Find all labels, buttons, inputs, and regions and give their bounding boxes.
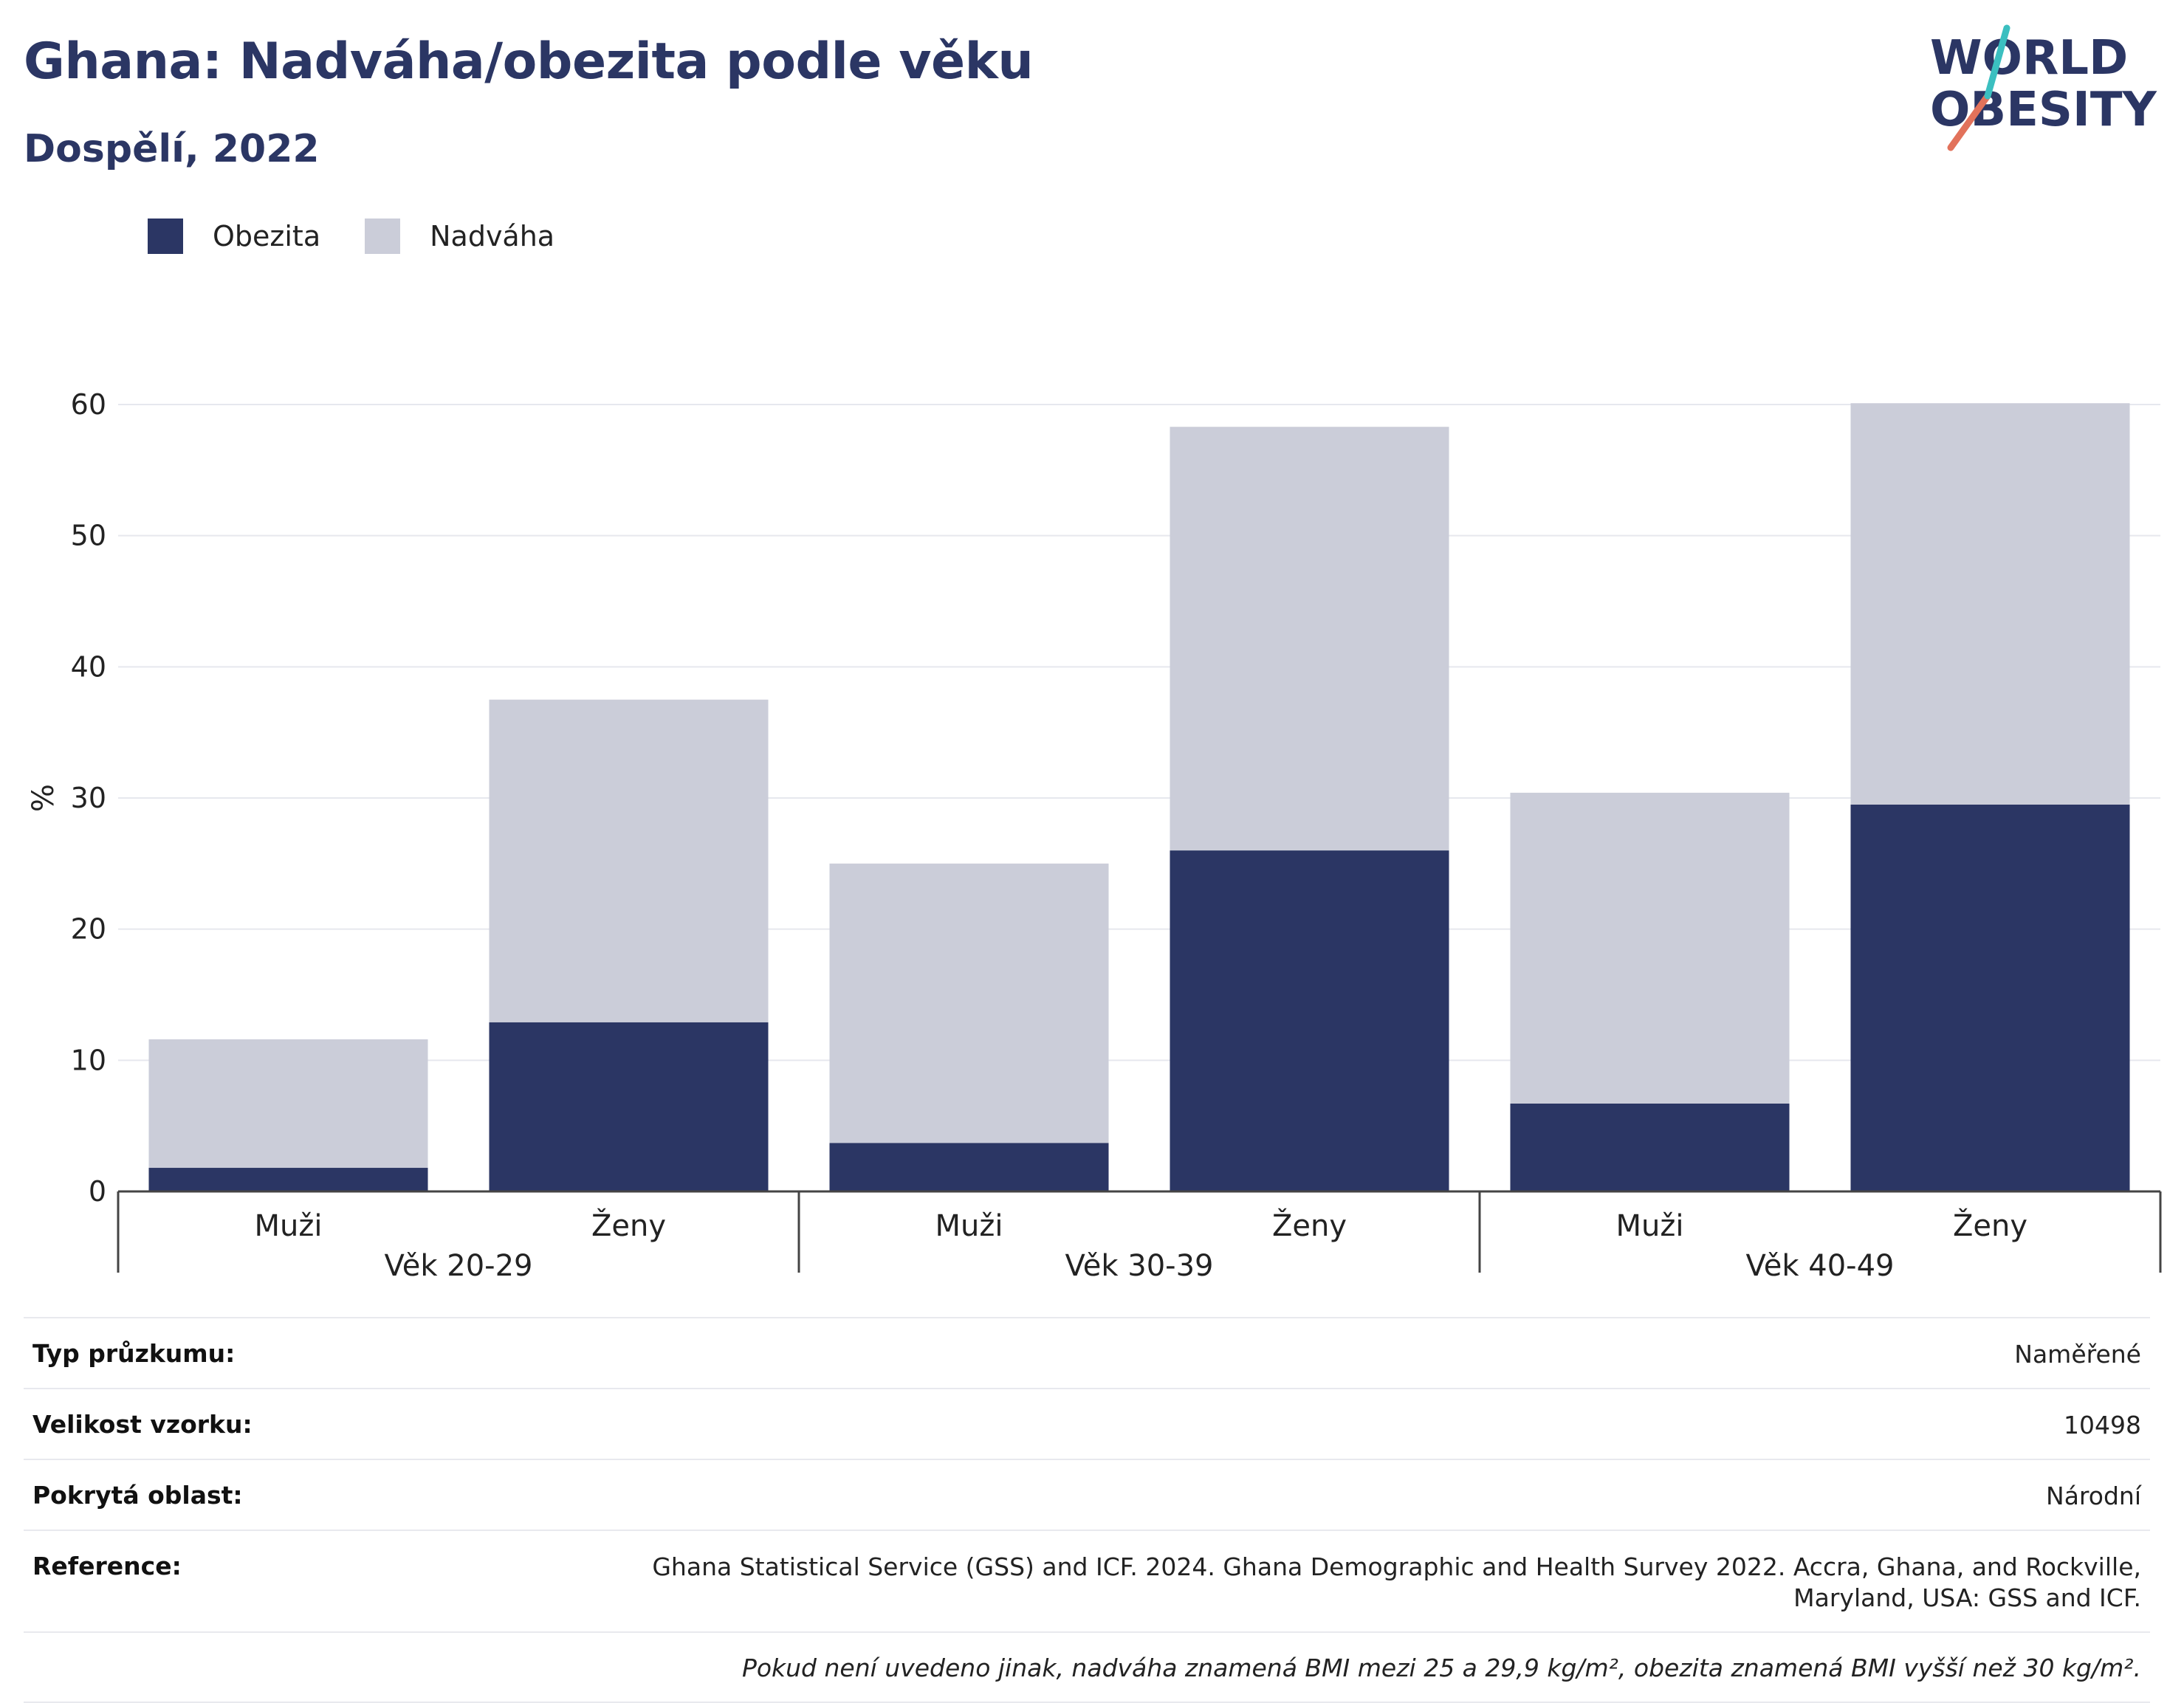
bar-nadvaha [1510, 792, 1790, 1104]
info-row-sample-size: Velikost vzorku: 10498 [24, 1388, 2150, 1459]
info-label: Reference: [32, 1552, 182, 1580]
x-group-label: Věk 30-39 [1065, 1249, 1214, 1283]
definition-note: Pokud není uvedeno jinak, nadváha znamen… [24, 1631, 2150, 1703]
bar-obezita [489, 1022, 769, 1191]
bar-nadvaha [1850, 403, 2130, 805]
info-label: Velikost vzorku: [32, 1410, 253, 1439]
info-value: 10498 [2064, 1411, 2141, 1439]
info-table: Typ průzkumu: Naměřené Velikost vzorku: … [24, 1317, 2150, 1703]
y-tick-label: 50 [71, 520, 106, 552]
x-category-label: Muži [255, 1209, 323, 1243]
bar-obezita [1850, 804, 2130, 1191]
info-value: Národní [2046, 1482, 2141, 1510]
x-category-label: Ženy [1272, 1208, 1347, 1243]
info-label: Typ průzkumu: [32, 1339, 236, 1368]
bar-obezita [148, 1168, 428, 1191]
y-tick-label: 10 [71, 1044, 106, 1076]
bar-nadvaha [489, 699, 769, 1022]
y-tick-label: 0 [89, 1175, 106, 1208]
x-group-label: Věk 20-29 [385, 1249, 533, 1283]
chart-legend: Obezita Nadváha [148, 219, 599, 254]
y-axis-label: % [27, 784, 61, 812]
page-subtitle: Dospělí, 2022 [24, 127, 320, 171]
x-category-label: Muži [935, 1209, 1003, 1243]
logo-line1: WORLD [1930, 31, 2128, 86]
logo-slash-lower [1947, 92, 1991, 151]
info-row-coverage: Pokrytá oblast: Národní [24, 1459, 2150, 1530]
info-row-survey-type: Typ průzkumu: Naměřené [24, 1317, 2150, 1388]
y-tick-label: 40 [71, 650, 106, 683]
bar-obezita [829, 1143, 1109, 1191]
bar-nadvaha [1170, 427, 1449, 851]
info-value: Naměřené [2014, 1340, 2141, 1369]
info-label: Pokrytá oblast: [32, 1481, 243, 1510]
world-obesity-logo: WORLD OBESITY [1930, 24, 2157, 151]
y-tick-label: 30 [71, 782, 106, 814]
bar-obezita [1170, 850, 1449, 1191]
legend-item-obezita[interactable]: Obezita [148, 219, 320, 254]
bar-obezita [1510, 1103, 1790, 1191]
info-row-reference: Reference: Ghana Statistical Service (GS… [24, 1530, 2150, 1631]
x-group-label: Věk 40-49 [1746, 1249, 1895, 1283]
x-category-label: Muži [1616, 1209, 1684, 1243]
legend-label-obezita: Obezita [213, 220, 321, 252]
bar-nadvaha [829, 863, 1109, 1143]
y-tick-label: 60 [71, 388, 106, 421]
y-tick-label: 20 [71, 913, 106, 946]
x-category-label: Ženy [591, 1208, 666, 1243]
legend-swatch-obezita [148, 219, 183, 254]
legend-label-nadvaha: Nadváha [430, 220, 555, 252]
page-title: Ghana: Nadváha/obezita podle věku [24, 32, 1034, 91]
legend-swatch-nadvaha [365, 219, 401, 254]
logo-slash-upper [1984, 24, 2010, 100]
bar-chart: 0 10 20 30 40 50 60% Muži Ženy Muži Ženy Muži Ženy Vě… [27, 388, 2162, 1283]
bar-nadvaha [148, 1039, 428, 1169]
legend-item-nadvaha[interactable]: Nadváha [365, 219, 554, 254]
info-value: Ghana Statistical Service (GSS) and ICF.… [652, 1552, 2141, 1612]
x-category-label: Ženy [1953, 1208, 2027, 1243]
